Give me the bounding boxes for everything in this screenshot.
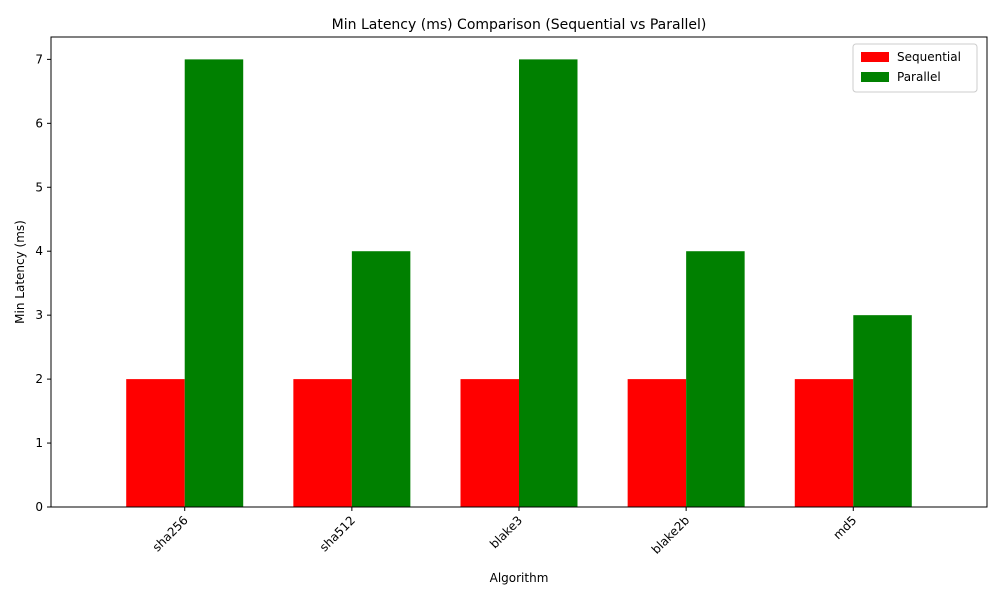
y-tick-label-3: 3: [35, 308, 43, 322]
legend-label-sequential: Sequential: [897, 50, 961, 64]
x-tick-label-sha256: sha256: [150, 513, 191, 554]
x-tick-label-md5: md5: [830, 513, 859, 542]
y-tick-label-2: 2: [35, 372, 43, 386]
bar-sequential-blake3: [460, 379, 519, 507]
chart-title: Min Latency (ms) Comparison (Sequential …: [332, 17, 707, 33]
x-tick-label-blake2b: blake2b: [649, 513, 692, 556]
bar-parallel-blake2b: [686, 251, 745, 507]
x-tick-label-blake3: blake3: [487, 513, 525, 551]
y-axis-label: Min Latency (ms): [13, 220, 27, 324]
y-tick-label-5: 5: [35, 180, 43, 194]
y-tick-label-1: 1: [35, 436, 43, 450]
bar-sequential-sha256: [126, 379, 185, 507]
legend-label-parallel: Parallel: [897, 70, 941, 84]
bar-sequential-md5: [794, 379, 854, 507]
y-tick-label-6: 6: [35, 116, 43, 130]
bar-parallel-sha256: [184, 59, 244, 507]
legend: Sequential Parallel: [852, 43, 978, 93]
bar-sequential-blake2b: [627, 379, 687, 507]
x-tick-label-sha512: sha512: [317, 513, 358, 554]
bar-parallel-md5: [853, 315, 912, 507]
y-tick-label-7: 7: [35, 52, 43, 66]
x-axis-label: Algorithm: [490, 571, 549, 585]
bar-parallel-sha512: [351, 251, 411, 507]
y-tick-label-4: 4: [35, 244, 43, 258]
bars-group: [126, 59, 912, 507]
legend-swatch-sequential: [861, 52, 889, 62]
x-axis: sha256 sha512 blake3 blake2b md5: [150, 507, 859, 557]
bar-parallel-blake3: [519, 59, 578, 507]
y-tick-label-0: 0: [35, 500, 43, 514]
y-axis: 0 1 2 3 4 5 6 7: [35, 52, 51, 514]
bar-sequential-sha512: [293, 379, 352, 507]
legend-swatch-parallel: [861, 72, 889, 82]
